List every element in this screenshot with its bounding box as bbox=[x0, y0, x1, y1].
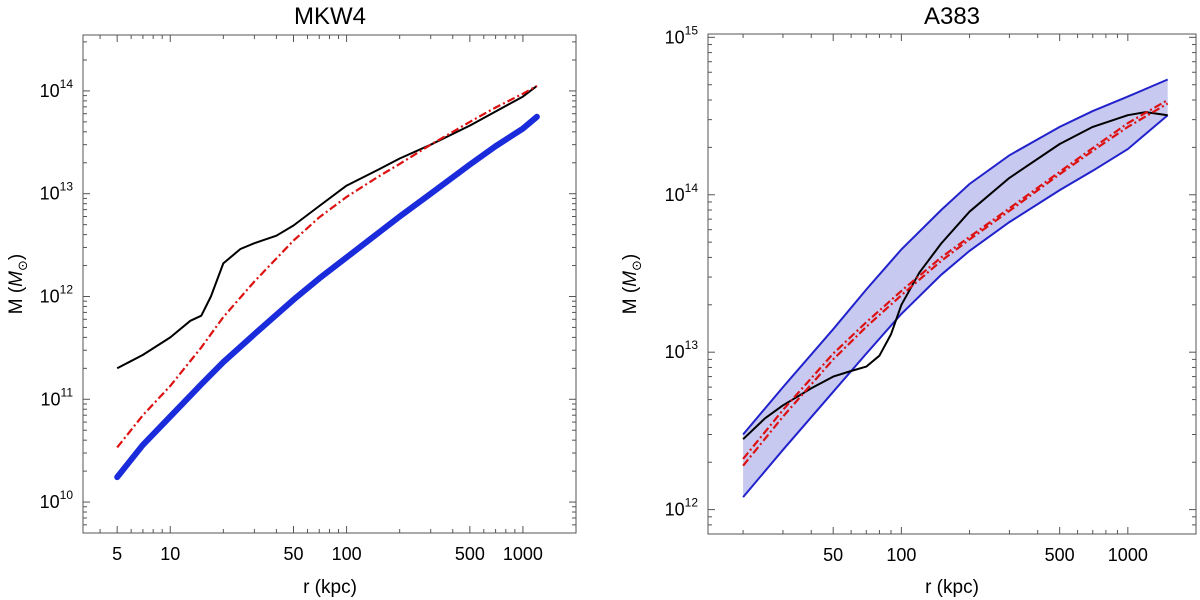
plot-frame bbox=[82, 34, 577, 534]
plot-frame bbox=[707, 33, 1197, 535]
series-layer bbox=[114, 84, 540, 481]
series-line-red-dashdot bbox=[742, 99, 1169, 460]
series-layer bbox=[742, 78, 1169, 498]
x-tick-label: 10 bbox=[160, 544, 180, 564]
band-upper-line bbox=[742, 78, 1169, 436]
y-axis-ticks: 1012 1013 1014 1015 bbox=[665, 23, 1196, 535]
band-lower-line bbox=[742, 114, 1169, 498]
series-line-blue-band bbox=[114, 113, 540, 481]
x-axis-label: r (kpc) bbox=[925, 577, 979, 598]
x-axis-ticks: 50 100 500 1000 bbox=[742, 34, 1197, 565]
x-tick-label: 500 bbox=[455, 544, 485, 564]
x-axis-ticks: 5 10 50 100 500 1000 bbox=[99, 35, 577, 564]
x-tick-label: 1000 bbox=[1108, 545, 1148, 565]
x-tick-label: 50 bbox=[823, 545, 843, 565]
x-tick-label: 5 bbox=[112, 544, 122, 564]
x-axis-label: r (kpc) bbox=[303, 577, 357, 598]
y-tick-label: 1012 bbox=[665, 496, 699, 520]
y-tick-label: 1010 bbox=[40, 488, 74, 512]
x-tick-label: 100 bbox=[886, 545, 916, 565]
x-tick-label: 500 bbox=[1045, 545, 1075, 565]
chart-panel-mkw4: MKW4 5 10 50 100 500 1000 1010101110121013101… bbox=[6, 3, 577, 598]
y-tick-label: 1013 bbox=[40, 180, 74, 204]
x-tick-label: 1000 bbox=[503, 544, 543, 564]
y-axis-ticks: 1010 1011 1012 1013 1014 bbox=[40, 41, 576, 534]
chart-title: A383 bbox=[924, 3, 980, 30]
series-line-black bbox=[116, 85, 538, 370]
y-tick-label: 1011 bbox=[41, 385, 74, 409]
chart-panel-a383: A383 50 100 500 1000 1012 1013 1014 1015 r (kp… bbox=[620, 3, 1197, 598]
uncertainty-band bbox=[743, 79, 1168, 498]
chart-title: MKW4 bbox=[294, 3, 366, 30]
series-line-black bbox=[742, 111, 1168, 440]
y-tick-label: 1013 bbox=[665, 338, 699, 362]
series-line-red-dashdot bbox=[116, 84, 538, 449]
y-tick-label: 1014 bbox=[40, 77, 74, 101]
y-tick-label: 1015 bbox=[665, 23, 699, 47]
x-tick-label: 100 bbox=[332, 544, 362, 564]
y-axis-label: M (M⊙) bbox=[620, 254, 644, 315]
x-tick-label: 50 bbox=[283, 544, 303, 564]
y-tick-label: 1014 bbox=[665, 181, 699, 205]
y-tick-label: 1012 bbox=[40, 282, 74, 306]
y-axis-label: M (M⊙) bbox=[6, 254, 30, 315]
